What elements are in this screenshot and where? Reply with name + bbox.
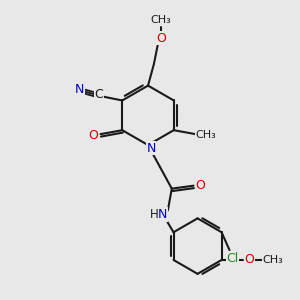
Text: CH₃: CH₃ (195, 130, 216, 140)
Text: O: O (196, 179, 206, 192)
Text: O: O (156, 32, 166, 44)
Text: O: O (244, 254, 254, 266)
Text: H: H (150, 208, 158, 221)
Text: N: N (75, 83, 84, 96)
Text: O: O (88, 129, 98, 142)
Text: Cl: Cl (226, 253, 238, 266)
Text: N: N (158, 208, 168, 221)
Text: N: N (146, 142, 156, 154)
Text: C: C (94, 88, 103, 101)
Text: CH₃: CH₃ (151, 15, 171, 25)
Text: CH₃: CH₃ (263, 255, 284, 265)
